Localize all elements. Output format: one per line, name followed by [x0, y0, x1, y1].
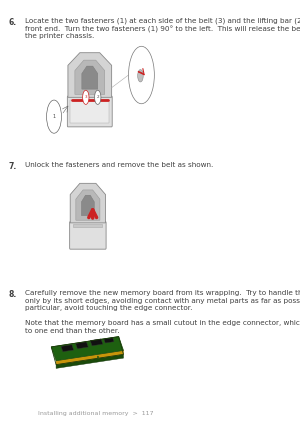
- Text: 2: 2: [96, 95, 99, 99]
- Text: 3: 3: [85, 95, 87, 99]
- Circle shape: [46, 100, 62, 133]
- Circle shape: [128, 46, 154, 104]
- Text: front end.  Turn the two fasteners (1) 90° to the left.  This will release the b: front end. Turn the two fasteners (1) 90…: [25, 26, 300, 33]
- Text: particular, avoid touching the edge connector.: particular, avoid touching the edge conn…: [25, 305, 192, 311]
- Text: Unlock the fasteners and remove the belt as shown.: Unlock the fasteners and remove the belt…: [25, 162, 213, 168]
- FancyBboxPatch shape: [68, 96, 112, 127]
- Polygon shape: [70, 183, 106, 223]
- Text: Installing additional memory  >  117: Installing additional memory > 117: [38, 411, 153, 416]
- Polygon shape: [104, 338, 114, 343]
- FancyBboxPatch shape: [70, 221, 106, 249]
- Polygon shape: [82, 195, 94, 215]
- Circle shape: [82, 90, 89, 105]
- Polygon shape: [82, 66, 98, 89]
- Polygon shape: [68, 53, 112, 97]
- Text: to one end than the other.: to one end than the other.: [25, 328, 119, 334]
- Text: 7.: 7.: [9, 162, 17, 171]
- Polygon shape: [56, 351, 124, 365]
- Circle shape: [94, 90, 101, 105]
- Text: 8.: 8.: [9, 290, 17, 299]
- Polygon shape: [75, 60, 105, 94]
- Polygon shape: [70, 99, 110, 123]
- Text: Carefully remove the new memory board from its wrapping.  Try to handle the boar: Carefully remove the new memory board fr…: [25, 290, 300, 296]
- Polygon shape: [76, 342, 88, 349]
- Text: Note that the memory board has a small cutout in the edge connector, which is cl: Note that the memory board has a small c…: [25, 320, 300, 326]
- Polygon shape: [76, 190, 100, 220]
- Text: the printer chassis.: the printer chassis.: [25, 33, 94, 39]
- Polygon shape: [61, 345, 74, 351]
- Text: Locate the two fasteners (1) at each side of the belt (3) and the lifting bar (2: Locate the two fasteners (1) at each sid…: [25, 18, 300, 24]
- Circle shape: [138, 70, 143, 82]
- Text: only by its short edges, avoiding contact with any metal parts as far as possibl: only by its short edges, avoiding contac…: [25, 298, 300, 303]
- Text: 1: 1: [52, 114, 56, 119]
- Polygon shape: [90, 339, 103, 346]
- Text: 6.: 6.: [9, 18, 17, 27]
- Polygon shape: [51, 337, 124, 361]
- Polygon shape: [74, 224, 102, 227]
- Polygon shape: [56, 354, 124, 368]
